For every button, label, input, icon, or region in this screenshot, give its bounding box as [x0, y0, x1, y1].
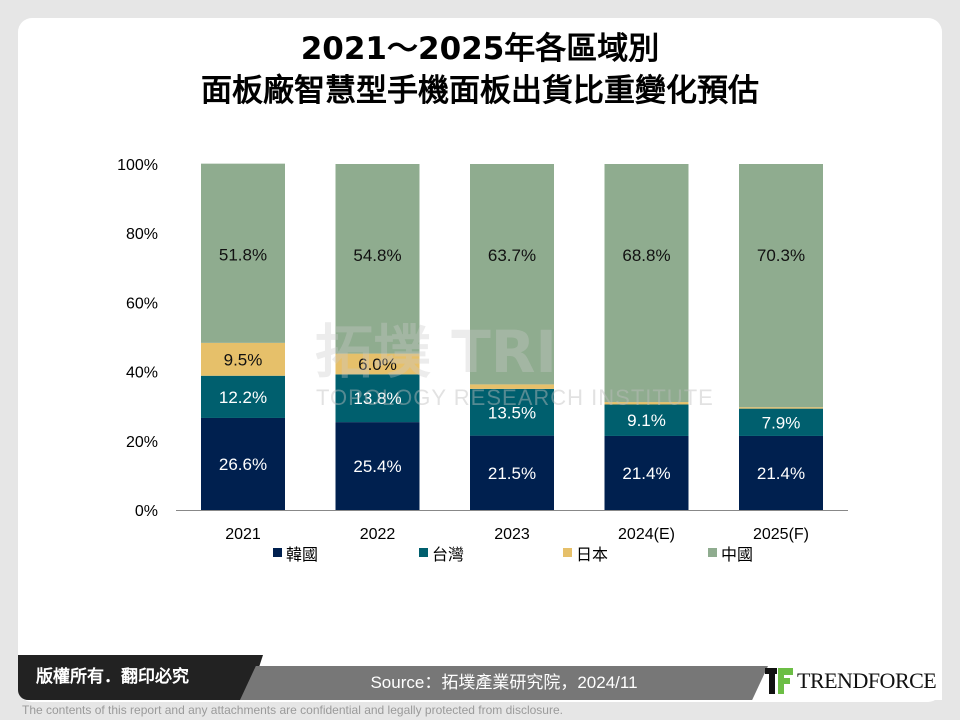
data-label: 13.5%	[488, 403, 536, 422]
bar-segment-中國	[739, 164, 823, 408]
x-tick-label: 2021	[225, 526, 261, 543]
bar-segment-台灣	[604, 404, 689, 436]
watermark-logo: 拓墣 TRI	[315, 318, 557, 386]
trendforce-logo-text: TRENDFORCE	[797, 668, 937, 693]
copyright-banner: 版權所有．翻印必究	[18, 655, 263, 700]
bar-segment-台灣	[739, 408, 823, 436]
data-label: 6.0%	[358, 355, 397, 374]
bar-segment-韓國	[604, 435, 689, 510]
bar-segment-韓國	[201, 417, 285, 510]
y-tick-label: 40%	[126, 365, 158, 382]
bar-segment-日本	[335, 353, 420, 375]
trendforce-logo: TRENDFORCE	[765, 668, 937, 694]
chart-title: 2021～2025年各區域別 面板廠智慧型手機面板出貨比重變化預估	[0, 28, 960, 112]
trendforce-logo-icon	[765, 668, 793, 694]
y-tick-label: 0%	[135, 503, 158, 520]
data-label: 7.9%	[762, 413, 801, 432]
data-label: 21.5%	[488, 464, 536, 483]
legend-swatch	[419, 548, 428, 557]
y-tick-label: 80%	[126, 226, 158, 243]
data-label: 68.8%	[622, 246, 670, 265]
data-label: 63.7%	[488, 246, 536, 265]
bar-segment-台灣	[201, 375, 285, 418]
bar-segment-中國	[604, 164, 689, 403]
y-tick-label: 60%	[126, 295, 158, 312]
data-label: 54.8%	[353, 246, 401, 265]
bar-segment-日本	[604, 402, 689, 405]
disclaimer: The contents of this report and any atta…	[22, 703, 563, 717]
bar-segment-韓國	[335, 422, 420, 510]
data-label: 51.8%	[219, 246, 267, 265]
data-label: 9.1%	[627, 411, 666, 430]
legend-label: 中國	[721, 545, 753, 564]
bar-segment-韓國	[470, 435, 554, 510]
bar-segment-日本	[739, 407, 823, 409]
x-tick-label: 2025(F)	[753, 526, 809, 543]
legend-swatch	[563, 548, 572, 557]
data-label: 25.4%	[353, 457, 401, 476]
watermark-text: TOPOLOGY RESEARCH INSTITUTE	[316, 385, 714, 410]
bar-segment-日本	[470, 384, 554, 389]
data-label: 12.2%	[219, 388, 267, 407]
data-label: 26.6%	[219, 455, 267, 474]
title-line-2: 面板廠智慧型手機面板出貨比重變化預估	[201, 73, 759, 109]
legend-label: 日本	[576, 545, 608, 564]
x-tick-label: 2023	[494, 526, 530, 543]
legend-swatch	[708, 548, 717, 557]
data-label: 70.3%	[757, 246, 805, 265]
data-label: 21.4%	[622, 464, 670, 483]
legend-swatch	[273, 548, 282, 557]
bar-segment-日本	[201, 342, 285, 376]
bar-segment-台灣	[335, 374, 420, 423]
source-banner: Source：拓墣產業研究院，2024/11	[240, 666, 768, 700]
data-label: 13.8%	[353, 389, 401, 408]
x-tick-label: 2024(E)	[618, 526, 675, 543]
bar-segment-中國	[201, 163, 285, 343]
bar-segment-韓國	[739, 435, 823, 510]
x-tick-label: 2022	[360, 526, 396, 543]
title-line-1: 2021～2025年各區域別	[300, 31, 660, 67]
data-label: 21.4%	[757, 464, 805, 483]
bar-segment-中國	[335, 164, 420, 354]
y-tick-label: 20%	[126, 434, 158, 451]
bar-segment-中國	[470, 164, 554, 385]
y-tick-label: 100%	[117, 157, 158, 174]
data-label: 9.5%	[224, 350, 263, 369]
bar-segment-台灣	[470, 388, 554, 436]
legend-label: 台灣	[432, 545, 464, 564]
legend-label: 韓國	[286, 545, 318, 564]
